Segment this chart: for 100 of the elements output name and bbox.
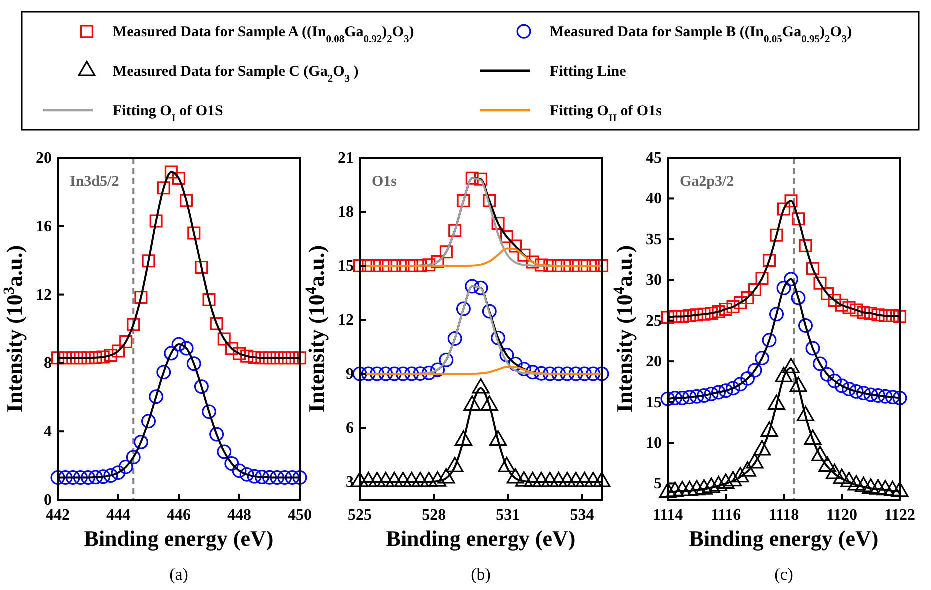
point — [142, 414, 156, 429]
point — [270, 352, 284, 365]
point — [532, 472, 550, 488]
point — [836, 298, 848, 312]
point — [857, 306, 870, 320]
text: (a) — [170, 565, 188, 584]
point — [690, 308, 704, 322]
point — [405, 260, 418, 272]
point — [88, 470, 104, 485]
legend-label: Fitting Line — [550, 64, 627, 80]
point — [854, 476, 873, 492]
y-tick-label: 6 — [346, 420, 354, 437]
point — [491, 330, 506, 346]
y-tick-label: 0 — [44, 492, 52, 509]
point — [770, 307, 784, 322]
point — [422, 366, 436, 380]
point — [156, 365, 172, 380]
point — [755, 351, 770, 366]
point — [490, 430, 508, 446]
point — [474, 280, 488, 296]
point — [134, 434, 148, 450]
point — [278, 470, 292, 485]
point — [734, 296, 747, 310]
point — [768, 394, 786, 410]
point — [59, 352, 72, 365]
point — [111, 466, 126, 480]
point — [738, 462, 757, 477]
point — [712, 305, 726, 318]
point — [104, 349, 118, 362]
point — [448, 224, 462, 238]
point — [210, 427, 224, 442]
point — [726, 381, 740, 396]
point — [784, 272, 798, 287]
y-tick-label: 15 — [338, 258, 354, 275]
point — [142, 254, 156, 268]
point — [811, 446, 830, 462]
point — [842, 382, 856, 396]
point — [784, 194, 798, 208]
point — [705, 307, 718, 320]
point — [480, 396, 498, 412]
x-tick-label: 444 — [106, 507, 130, 524]
text: (c) — [774, 565, 794, 584]
point — [82, 352, 95, 365]
point — [202, 293, 216, 306]
point — [240, 350, 254, 363]
point — [483, 194, 496, 208]
point — [413, 366, 428, 382]
point — [368, 472, 386, 488]
point — [202, 404, 216, 420]
point — [403, 472, 421, 488]
x-tick-label: 528 — [422, 507, 446, 524]
x-tick-label: 534 — [570, 507, 594, 524]
point — [120, 335, 133, 348]
point — [894, 310, 906, 324]
x-tick-label: 1120 — [826, 507, 858, 524]
point — [515, 471, 533, 487]
y-tick-label: 16 — [36, 218, 52, 236]
x-tick-label: 525 — [348, 507, 372, 524]
x-axis-title: Binding energy (eV) — [386, 526, 576, 551]
point — [454, 430, 472, 446]
point — [675, 390, 690, 406]
point — [799, 239, 812, 252]
point — [748, 363, 762, 378]
point — [864, 307, 878, 320]
y-tick-label: 4 — [44, 424, 52, 441]
point — [262, 470, 277, 485]
point — [294, 352, 306, 365]
point — [577, 366, 592, 382]
point — [879, 309, 892, 322]
point — [770, 228, 784, 242]
point — [796, 406, 815, 422]
point — [248, 351, 262, 364]
x-tick-label: 1118 — [768, 507, 800, 524]
point — [81, 470, 96, 485]
point — [806, 341, 820, 356]
x-tick-label: 1122 — [884, 507, 916, 524]
point — [195, 260, 208, 274]
point — [500, 230, 514, 244]
point — [96, 350, 110, 364]
point — [164, 346, 179, 361]
point — [568, 366, 584, 382]
point — [698, 308, 711, 321]
point — [440, 246, 453, 259]
point — [842, 301, 856, 314]
point — [379, 260, 392, 272]
point — [396, 260, 410, 272]
point — [558, 472, 576, 488]
point — [370, 366, 385, 382]
point — [821, 287, 834, 300]
point — [872, 308, 885, 322]
point — [150, 214, 163, 228]
y-tick-label: 25 — [646, 312, 662, 330]
annotation: Ga2p3/2 — [680, 174, 734, 190]
point — [668, 310, 682, 324]
point — [776, 281, 792, 296]
point — [118, 460, 134, 474]
y-tick-label: 20 — [36, 150, 52, 167]
point — [593, 472, 611, 488]
point — [704, 386, 719, 402]
point — [534, 366, 549, 381]
